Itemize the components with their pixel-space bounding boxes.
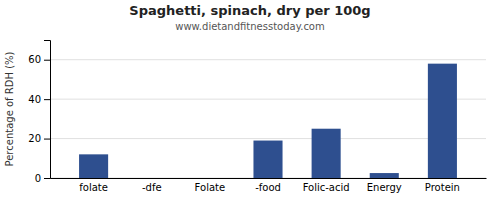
bar <box>370 173 399 178</box>
bar <box>79 154 108 178</box>
title: Spaghetti, spinach, dry per 100g <box>129 3 370 18</box>
x-tick: Folic-acid <box>303 178 350 193</box>
bar <box>253 141 282 178</box>
y-axis-line <box>44 41 51 179</box>
x-tick: Protein <box>425 178 460 193</box>
y-tick-mark <box>44 139 50 140</box>
grid-line <box>50 59 486 60</box>
y-axis-title: Percentage of RDH (%) <box>4 51 15 166</box>
chart-svg: Spaghetti, spinach, dry per 100g www.diet… <box>0 0 500 200</box>
y-tick: 0 <box>35 173 50 184</box>
x-tick: -dfe <box>142 178 162 193</box>
x-tick: Folate <box>195 178 226 193</box>
bar <box>195 178 224 179</box>
x-tick: folate <box>79 178 108 193</box>
chart-container: Spaghetti, spinach, dry per 100g www.diet… <box>0 0 500 200</box>
y-tick-label: 40 <box>28 94 41 105</box>
grid <box>50 60 486 178</box>
y-tick: 20 <box>28 133 50 144</box>
y-tick-label: 60 <box>28 54 41 65</box>
x-tick-label: Folic-acid <box>303 182 350 193</box>
subtitle: www.dietandfitnesstoday.com <box>175 21 324 32</box>
bars <box>79 64 457 178</box>
y-tick-label: 20 <box>28 133 41 144</box>
x-tick-label: Folate <box>195 182 226 193</box>
y-tick-mark <box>44 99 50 100</box>
x-axis-line <box>51 178 487 179</box>
x-tick-label: -dfe <box>142 182 162 193</box>
bar <box>428 64 457 178</box>
grid-line <box>50 138 486 139</box>
y-tick-mark <box>44 60 50 61</box>
bar <box>137 178 166 179</box>
y-axis: 0 20 40 60 <box>28 41 50 184</box>
x-tick-label: -food <box>255 182 281 193</box>
y-tick-label: 0 <box>35 173 41 184</box>
y-tick: 60 <box>28 54 50 65</box>
y-tick: 40 <box>28 94 50 105</box>
bar <box>312 129 341 178</box>
x-tick: -food <box>255 178 281 193</box>
x-tick: Energy <box>367 178 402 193</box>
x-tick-label: Energy <box>367 182 402 193</box>
x-tick-label: folate <box>79 182 108 193</box>
x-axis: folate -dfe Folate -food Folic-acid Energy Pro… <box>51 178 487 193</box>
x-tick-label: Protein <box>425 182 460 193</box>
grid-line <box>50 99 486 100</box>
y-tick-mark <box>44 178 50 179</box>
